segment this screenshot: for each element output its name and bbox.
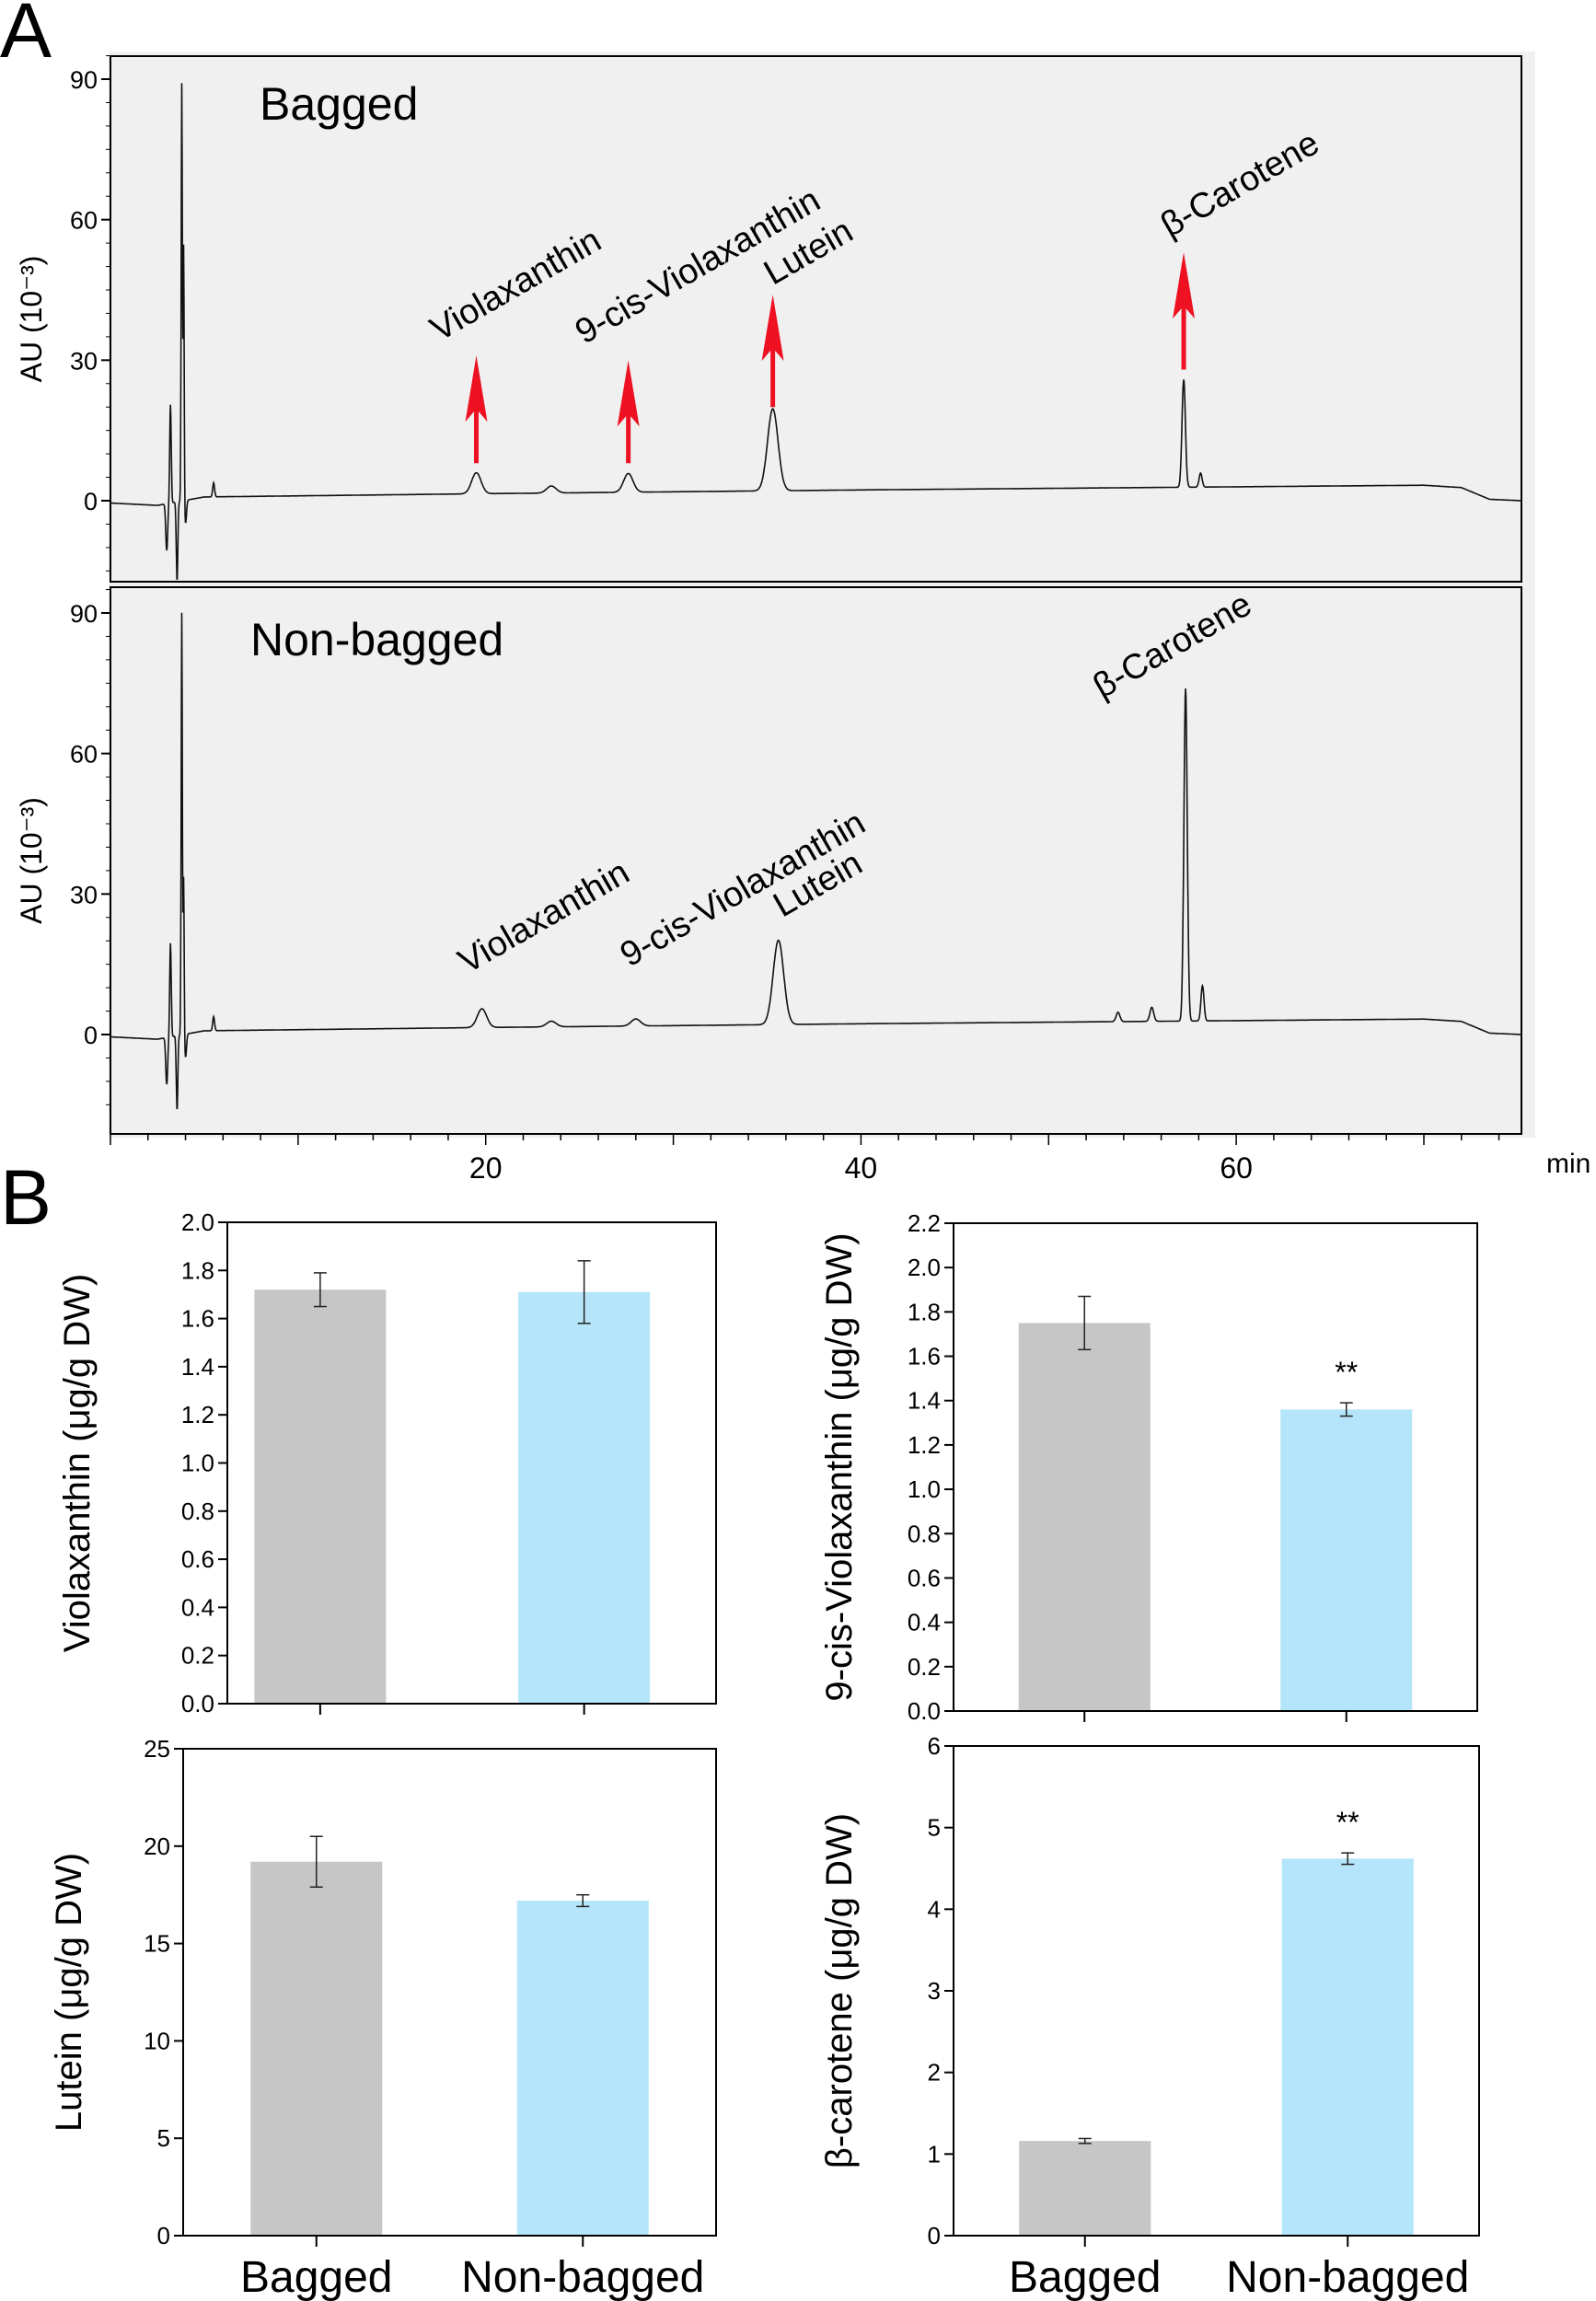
y-tick-label: 0 — [157, 2222, 170, 2249]
plot-frame — [953, 1222, 1478, 1712]
chromatogram-trace — [110, 612, 1521, 1110]
panel-title: Non-bagged — [250, 614, 503, 665]
y-tick-label: 5 — [157, 2124, 170, 2152]
category-label: Bagged — [240, 2253, 393, 2301]
red-arrow-head-icon — [1173, 252, 1196, 319]
red-arrow-head-icon — [761, 295, 784, 362]
y-tick-label: 15 — [144, 1930, 170, 1958]
y-tick-label: 0.8 — [908, 1520, 941, 1547]
y-tick-label: 90 — [70, 66, 98, 94]
significance-marker: ** — [1335, 1356, 1358, 1389]
plot-frame — [110, 586, 1522, 1135]
red-arrow-head-icon — [617, 360, 640, 427]
x-tick-label: 40 — [845, 1151, 878, 1185]
y-tick-label: 2.0 — [908, 1254, 941, 1281]
panel-title: Bagged — [260, 78, 418, 130]
y-tick-label: 0.8 — [181, 1497, 214, 1525]
bar-non-bagged — [518, 1291, 651, 1704]
bar-bagged — [1019, 2141, 1151, 2236]
y-tick-label: 60 — [70, 207, 98, 235]
bar-chart-2: ** 0.0 0.2 0.4 0.6 0.8 1.0 1.2 1.4 1.6 1.8 2.0 2.2 9-… — [819, 1209, 1478, 1725]
y-tick-label: 2.2 — [908, 1209, 941, 1237]
bar-chart-3: Bagged Non-bagged 0 5 10 15 20 25 Lutein (μg/g D… — [49, 1735, 717, 2301]
y-tick-label: 0.2 — [181, 1642, 214, 1670]
y-tick-label: 20 — [144, 1833, 170, 1860]
bar-chart-1: 0.0 0.2 0.4 0.6 0.8 1.0 1.2 1.4 1.6 1.8 2.0 Violaxa… — [57, 1208, 717, 1717]
y-tick-label: 1 — [928, 2140, 941, 2168]
bar-chart-4: Bagged ** Non-bagged 0 1 2 3 4 5 6 β-carotene (μg/… — [819, 1732, 1480, 2301]
significance-marker: ** — [1336, 1806, 1359, 1839]
y-tick-label: 0.6 — [181, 1545, 214, 1573]
y-axis-label: 9-cis-Violaxanthin (μg/g DW) — [819, 1232, 860, 1701]
y-tick-label: 1.2 — [181, 1401, 214, 1428]
y-tick-label: 1.8 — [181, 1256, 214, 1284]
category-label: Bagged — [1009, 2253, 1162, 2301]
panel-label-a: A — [0, 0, 52, 74]
y-tick-label: 30 — [70, 881, 98, 908]
panel-label-b: B — [0, 1154, 52, 1241]
y-tick-label: 2.0 — [181, 1208, 214, 1236]
y-tick-label: 10 — [144, 2027, 170, 2054]
y-tick-label: 30 — [70, 347, 98, 375]
plot-frame — [182, 1748, 717, 2237]
bar-bagged — [254, 1289, 387, 1704]
y-tick-label: 1.8 — [908, 1298, 941, 1325]
y-tick-label: 0.2 — [908, 1653, 941, 1681]
bar-bagged — [250, 1861, 383, 2236]
category-label: Non-bagged — [461, 2253, 704, 2301]
y-axis-label: Violaxanthin (μg/g DW) — [57, 1274, 98, 1652]
y-tick-label: 4 — [928, 1895, 941, 1923]
bar-non-bagged — [516, 1901, 649, 2236]
y-tick-label: 25 — [144, 1735, 170, 1763]
y-tick-label: 6 — [928, 1732, 941, 1760]
x-tick-label: 20 — [469, 1151, 503, 1185]
y-tick-label: 1.0 — [908, 1475, 941, 1503]
y-tick-label: 0.4 — [181, 1593, 214, 1621]
y-axis-label: β-carotene (μg/g DW) — [819, 1813, 860, 2168]
bar-non-bagged — [1280, 1409, 1413, 1711]
chromatogram-trace — [110, 83, 1521, 580]
y-tick-label: 5 — [928, 1814, 941, 1842]
y-tick-label: 1.2 — [908, 1431, 941, 1459]
y-tick-label: 2 — [928, 2059, 941, 2087]
y-tick-label: 1.0 — [181, 1450, 214, 1477]
y-axis-label: AU (10⁻³) — [15, 797, 48, 924]
y-tick-label: 0 — [84, 488, 98, 515]
bar-charts: 0.0 0.2 0.4 0.6 0.8 1.0 1.2 1.4 1.6 1.8 2.0 Violaxa… — [49, 1208, 1480, 2301]
y-tick-label: 0.0 — [908, 1697, 941, 1725]
y-axis-label: Lutein (μg/g DW) — [49, 1853, 89, 2132]
red-arrow-head-icon — [465, 355, 488, 422]
chromatogram-background — [109, 52, 1535, 1138]
y-tick-label: 1.4 — [181, 1353, 214, 1381]
y-tick-label: 60 — [70, 741, 98, 769]
y-tick-label: 3 — [928, 1977, 941, 2005]
y-tick-label: 1.4 — [908, 1387, 941, 1415]
x-axis-label: min — [1546, 1149, 1590, 1179]
y-tick-label: 1.6 — [181, 1305, 214, 1333]
y-tick-label: 90 — [70, 600, 98, 628]
bar-non-bagged — [1281, 1858, 1414, 2236]
y-tick-label: 0 — [928, 2222, 941, 2249]
y-tick-label: 0.6 — [908, 1564, 941, 1591]
category-label: Non-bagged — [1226, 2253, 1469, 2301]
plot-frame — [110, 55, 1522, 583]
y-tick-label: 0.4 — [908, 1609, 941, 1636]
y-tick-label: 1.6 — [908, 1343, 941, 1370]
y-tick-label: 0 — [84, 1022, 98, 1049]
x-tick-label: 60 — [1220, 1151, 1253, 1185]
y-tick-label: 0.0 — [181, 1690, 214, 1717]
bar-bagged — [1018, 1323, 1151, 1711]
y-axis-label: AU (10⁻³) — [15, 256, 48, 383]
